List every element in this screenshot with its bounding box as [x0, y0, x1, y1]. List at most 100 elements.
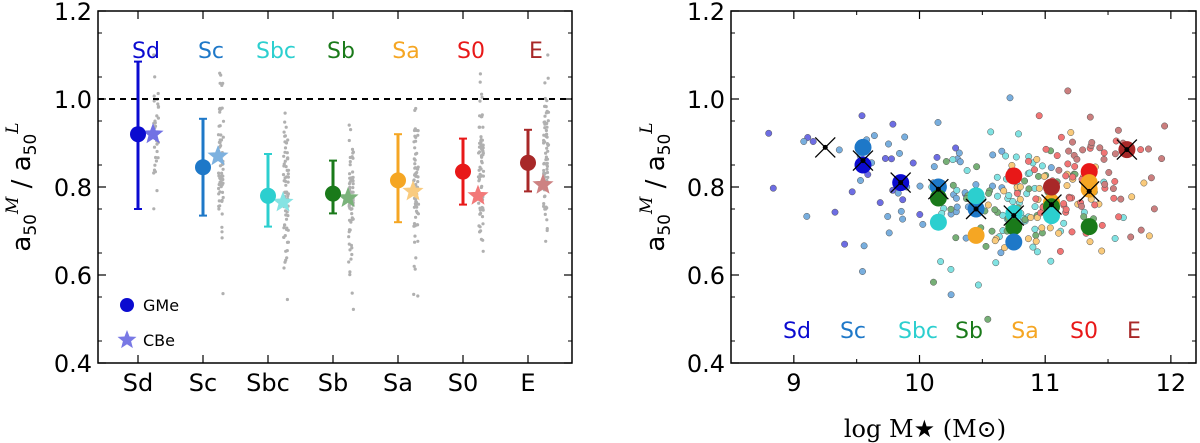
type-label-sa: Sa — [1011, 319, 1038, 344]
galaxy-point — [947, 205, 955, 213]
galaxy-point — [987, 128, 995, 136]
raw-point — [544, 158, 548, 162]
type-label-s0: S0 — [1070, 319, 1098, 344]
raw-point — [481, 238, 485, 242]
raw-point — [545, 135, 549, 139]
galaxy-point — [1079, 146, 1087, 154]
galaxy-point — [1110, 194, 1118, 202]
raw-point — [282, 162, 286, 166]
raw-point — [480, 92, 484, 96]
right-total-means — [814, 136, 1138, 227]
galaxy-point — [993, 173, 1001, 181]
raw-point — [546, 119, 550, 123]
raw-point — [286, 156, 290, 160]
raw-point — [281, 173, 286, 177]
galaxy-point — [1064, 87, 1072, 95]
galaxy-point — [1086, 238, 1094, 246]
galaxy-point — [1024, 235, 1032, 243]
galaxy-point — [769, 184, 777, 192]
raw-point — [351, 150, 355, 154]
raw-point — [545, 146, 549, 150]
galaxy-point — [1026, 169, 1034, 177]
raw-point — [156, 102, 160, 106]
galaxy-point — [1009, 198, 1017, 205]
raw-point — [477, 168, 481, 172]
raw-point — [218, 81, 222, 85]
raw-point — [544, 155, 549, 159]
raw-point — [481, 148, 485, 153]
raw-point — [543, 114, 547, 118]
raw-point — [416, 202, 421, 206]
raw-point — [286, 194, 290, 198]
galaxy-point — [888, 155, 895, 163]
type-label-sa: Sa — [392, 39, 419, 64]
galaxy-point — [881, 155, 889, 162]
galaxy-point — [1101, 180, 1109, 188]
raw-point — [347, 235, 351, 239]
raw-point — [284, 217, 289, 221]
galaxy-point — [991, 237, 999, 245]
galaxy-point — [885, 229, 893, 237]
left-y-axis-label: a50M / a50L — [3, 122, 41, 251]
raw-point — [545, 228, 549, 233]
right-x-axis-label: log M★ (M⊙) — [844, 415, 1006, 443]
raw-point — [283, 176, 287, 180]
binned-mean-sb — [929, 189, 947, 207]
galaxy-point — [1128, 193, 1136, 201]
y-tick-label: 0.8 — [687, 174, 725, 202]
raw-point — [219, 138, 224, 142]
cbe-star-marker — [142, 123, 164, 144]
galaxy-point — [1100, 149, 1108, 157]
raw-point — [152, 99, 156, 103]
type-label-sc: Sc — [198, 39, 224, 64]
raw-point — [412, 178, 416, 182]
galaxy-point — [1029, 243, 1037, 251]
raw-point — [153, 163, 157, 167]
raw-point — [220, 225, 224, 229]
raw-point — [546, 175, 550, 179]
raw-point — [283, 146, 288, 150]
galaxy-point — [1111, 178, 1119, 185]
raw-point — [542, 168, 546, 173]
galaxy-point — [1137, 226, 1145, 234]
galaxy-point — [1000, 187, 1008, 195]
galaxy-point — [952, 194, 960, 202]
raw-point — [217, 204, 221, 208]
raw-point — [415, 151, 419, 155]
raw-point — [155, 189, 159, 193]
raw-point — [152, 94, 156, 98]
total-mean-dot — [1124, 147, 1130, 153]
raw-point — [412, 140, 416, 144]
galaxy-point — [949, 181, 957, 189]
raw-point — [477, 201, 481, 205]
galaxy-point — [953, 186, 961, 194]
raw-point — [479, 139, 483, 143]
galaxy-point — [1027, 214, 1035, 221]
raw-point — [282, 130, 286, 134]
raw-point — [542, 162, 546, 166]
galaxy-point — [1040, 172, 1048, 180]
galaxy-point — [876, 199, 884, 207]
raw-point — [347, 260, 351, 264]
galaxy-point — [1062, 206, 1070, 213]
raw-point — [479, 135, 483, 139]
right-panel: Sd Sc Sbc Sb Sa S0 E 0.4 0.6 0.8 1.0 1.2 9 10 11 12 a5… — [637, 0, 1197, 443]
galaxy-point — [992, 259, 1000, 267]
galaxy-point — [848, 188, 856, 196]
galaxy-point — [1002, 152, 1010, 160]
raw-point — [414, 174, 418, 178]
raw-point — [217, 186, 221, 191]
raw-point — [217, 192, 221, 196]
raw-point — [221, 81, 225, 85]
left-axes: 0.4 0.6 0.8 1.0 1.2 Sd Sc Sbc Sb Sa S0 E — [54, 0, 573, 397]
binned-mean-sa — [967, 226, 985, 244]
galaxy-point — [955, 149, 963, 157]
x-tick-label: 9 — [786, 369, 801, 397]
raw-point — [546, 149, 550, 153]
raw-point — [286, 214, 290, 218]
raw-point — [413, 134, 417, 138]
left-markers — [130, 123, 554, 212]
raw-point — [476, 175, 481, 179]
raw-point — [415, 167, 419, 171]
type-label-sbc: Sbc — [256, 39, 296, 64]
